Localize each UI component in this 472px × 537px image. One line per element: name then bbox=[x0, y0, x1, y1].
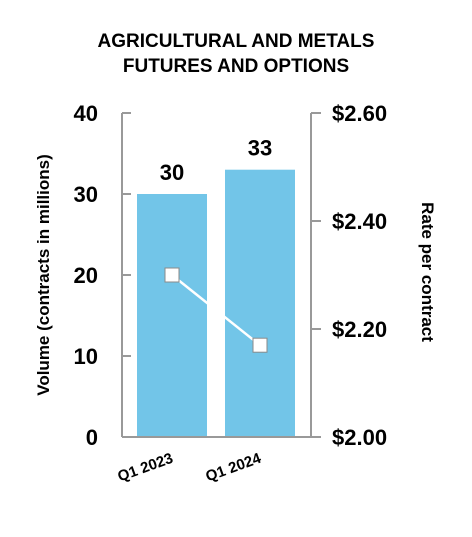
bar-data-label: 33 bbox=[248, 136, 272, 161]
x-axis-category-label: Q1 2024 bbox=[203, 450, 264, 486]
x-axis-category-label: Q1 2023 bbox=[115, 450, 175, 486]
labels-layer: 30 33 0 10 20 30 40 $2.00 $2.20 $2.40 $2.60 Q1 2023… bbox=[74, 101, 388, 485]
left-axis-tick-label: 20 bbox=[74, 263, 98, 288]
right-axis-tick-label: $2.40 bbox=[332, 209, 387, 234]
right-axis-tick-label: $2.20 bbox=[332, 317, 387, 342]
bar-data-label: 30 bbox=[160, 160, 184, 185]
left-axis-tick-label: 10 bbox=[74, 344, 98, 369]
axes-layer bbox=[121, 112, 321, 438]
right-axis-tick-label: $2.60 bbox=[332, 101, 387, 126]
rate-series-line bbox=[171, 274, 261, 347]
left-axis-tick-label: 0 bbox=[86, 425, 98, 450]
chart-title-line-2: FUTURES AND OPTIONS bbox=[123, 56, 349, 77]
left-axis-tick-label: 40 bbox=[74, 101, 98, 126]
bars-layer bbox=[137, 169, 295, 437]
rate-marker bbox=[164, 267, 180, 283]
volume-bar bbox=[225, 169, 295, 437]
right-axis-label: Rate per contract bbox=[418, 202, 437, 342]
rate-line-layer bbox=[164, 267, 268, 353]
chart-title-line-1: AGRICULTURAL AND METALS bbox=[98, 31, 375, 52]
rate-marker bbox=[252, 337, 268, 353]
left-axis-label: Volume (contracts in millions) bbox=[34, 154, 53, 396]
chart-title: AGRICULTURAL AND METALS FUTURES AND OPTI… bbox=[98, 31, 375, 77]
right-axis-tick-label: $2.00 bbox=[332, 425, 387, 450]
volume-bar bbox=[137, 194, 207, 437]
left-axis-tick-label: 30 bbox=[74, 182, 98, 207]
